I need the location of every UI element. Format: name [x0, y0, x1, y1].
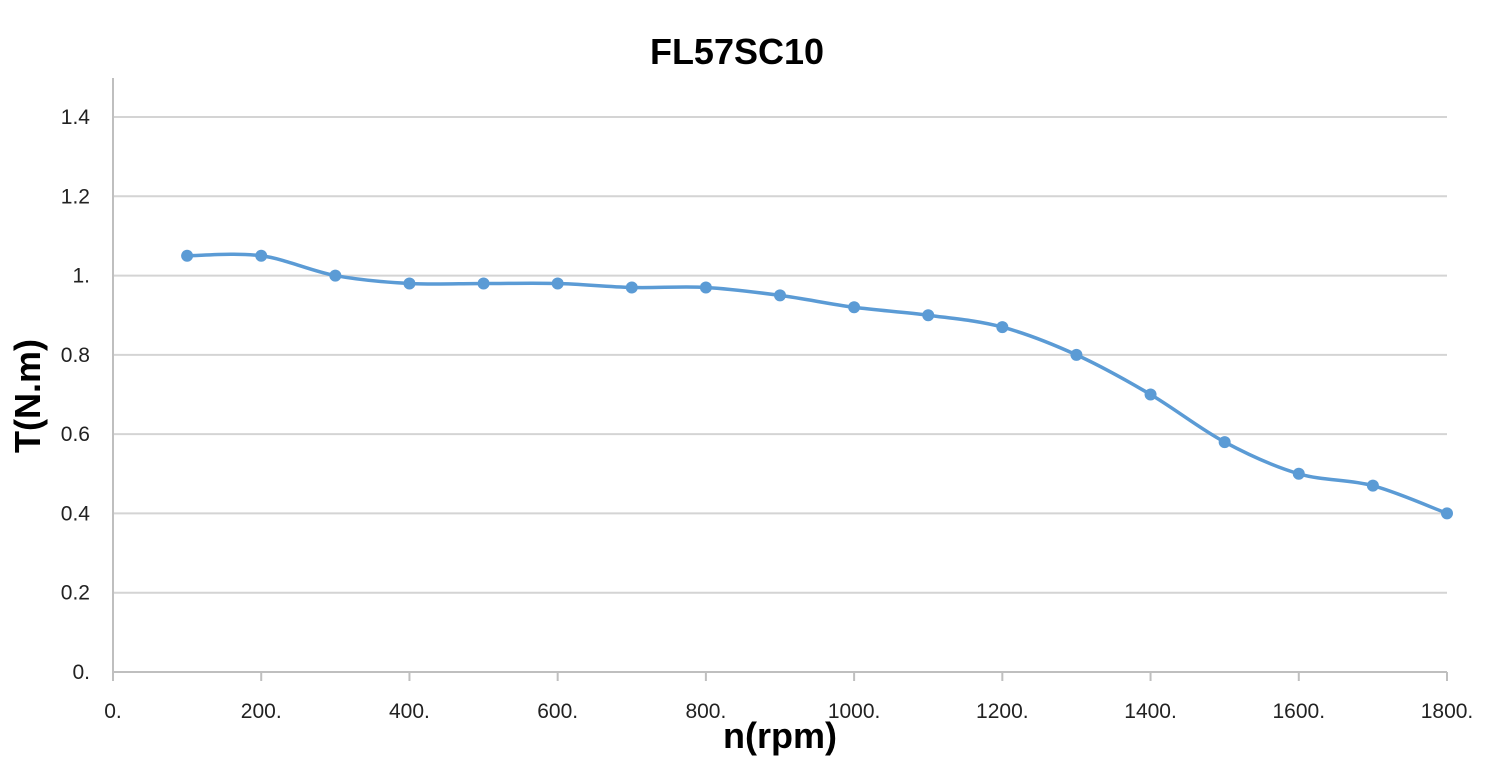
- data-point: [774, 289, 786, 302]
- data-point: [699, 281, 712, 294]
- y-tick-label: 1.: [72, 265, 90, 288]
- data-point: [848, 301, 861, 314]
- x-tick-label: 1200.: [976, 700, 1029, 723]
- data-point: [1218, 436, 1231, 449]
- data-point: [922, 309, 935, 322]
- data-point: [1144, 388, 1157, 401]
- axes: [112, 78, 1448, 681]
- data-point: [1070, 348, 1083, 361]
- x-tick-label: 0.: [104, 700, 122, 723]
- x-tick-label: 400.: [389, 700, 430, 723]
- data-point: [1366, 479, 1379, 492]
- x-tick-label: 1600.: [1272, 700, 1325, 723]
- x-tick-label: 200.: [241, 700, 282, 723]
- y-tick-label: 0.4: [61, 502, 91, 525]
- data-point: [403, 277, 416, 290]
- y-tick-label: 0.8: [61, 344, 90, 367]
- data-point: [625, 281, 638, 294]
- x-tick-label: 600.: [537, 700, 578, 723]
- y-tick-label: 0.2: [61, 582, 90, 605]
- series-line: [187, 252, 1448, 516]
- data-point: [1292, 467, 1305, 480]
- gridlines: [113, 116, 1447, 594]
- data-point: [255, 249, 268, 262]
- data-point: [477, 277, 490, 290]
- data-point: [551, 277, 564, 290]
- y-tick-label: 0.: [72, 661, 90, 684]
- chart-title: FL57SC10: [650, 31, 824, 72]
- x-axis-title: n(rpm): [723, 715, 837, 756]
- x-tick-label: 1400.: [1124, 700, 1177, 723]
- data-point: [1441, 507, 1453, 520]
- y-axis-title: T(N.m): [7, 339, 48, 453]
- y-tick-label: 0.6: [61, 423, 90, 446]
- data-point: [329, 269, 342, 282]
- y-tick-label: 1.4: [61, 106, 91, 129]
- x-tick-label: 1800.: [1421, 700, 1474, 723]
- x-tick-label: 800.: [685, 700, 726, 723]
- data-point: [996, 321, 1009, 334]
- y-tick-labels: 0. 0.2 0.4 0.6 0.8 1. 1.2 1.4: [61, 106, 91, 684]
- series-group: [181, 249, 1453, 520]
- y-tick-label: 1.2: [61, 185, 90, 208]
- x-tick-labels: 0. 200. 400. 600. 800. 1000. 1200. 1400. 1600. 18…: [104, 700, 1473, 723]
- data-point: [181, 249, 194, 262]
- x-tick-label: 1000.: [828, 700, 881, 723]
